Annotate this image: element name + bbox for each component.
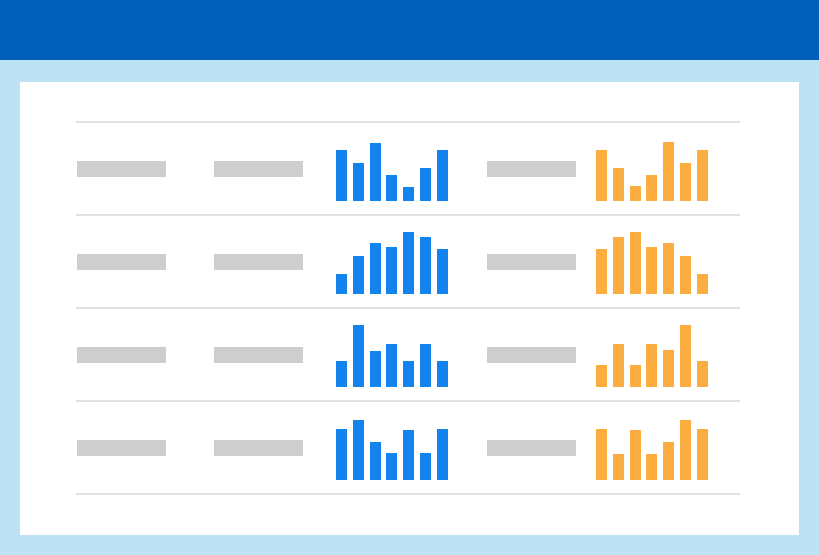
text-placeholder-3 — [487, 440, 576, 456]
text-placeholder-3 — [487, 254, 576, 270]
orange-sparkline — [596, 139, 714, 201]
table-row — [20, 400, 799, 493]
orange-sparkline-bar — [646, 247, 657, 294]
orange-sparkline-bar — [613, 454, 624, 480]
content-card — [20, 82, 799, 535]
orange-sparkline-bar — [646, 344, 657, 387]
orange-sparkline-bar — [613, 168, 624, 201]
blue-sparkline-bar — [420, 237, 431, 294]
blue-sparkline-bar — [437, 249, 448, 294]
row-divider — [76, 307, 740, 309]
orange-sparkline-bar — [680, 420, 691, 480]
orange-sparkline-bar — [630, 430, 641, 480]
text-placeholder-2 — [214, 254, 303, 270]
blue-sparkline-bar — [420, 344, 431, 387]
text-placeholder-2 — [214, 440, 303, 456]
blue-sparkline-bar — [353, 325, 364, 387]
orange-sparkline-bar — [697, 429, 708, 480]
blue-sparkline-bar — [370, 351, 381, 387]
orange-sparkline-bar — [697, 274, 708, 294]
orange-sparkline-bar — [663, 350, 674, 387]
row-divider — [76, 493, 740, 495]
orange-sparkline-bar — [680, 256, 691, 294]
blue-sparkline-bar — [386, 344, 397, 387]
blue-sparkline-bar — [370, 442, 381, 480]
orange-sparkline-bar — [663, 243, 674, 294]
orange-sparkline-bar — [630, 232, 641, 294]
blue-sparkline-bar — [370, 243, 381, 294]
orange-sparkline-bar — [697, 150, 708, 201]
blue-sparkline-bar — [353, 256, 364, 294]
blue-sparkline — [336, 418, 454, 480]
orange-sparkline-bar — [680, 163, 691, 201]
table-row — [20, 307, 799, 400]
text-placeholder-3 — [487, 347, 576, 363]
blue-sparkline-bar — [403, 430, 414, 480]
blue-sparkline-bar — [336, 274, 347, 294]
orange-sparkline-bar — [613, 344, 624, 387]
text-placeholder-3 — [487, 161, 576, 177]
blue-sparkline-bar — [353, 163, 364, 201]
row-divider — [76, 121, 740, 123]
orange-sparkline-bar — [613, 237, 624, 294]
orange-sparkline-bar — [596, 150, 607, 201]
blue-sparkline-bar — [386, 247, 397, 294]
text-placeholder-1 — [77, 347, 166, 363]
orange-sparkline-bar — [646, 175, 657, 201]
text-placeholder-1 — [77, 161, 166, 177]
blue-sparkline-bar — [336, 429, 347, 480]
blue-sparkline-bar — [403, 232, 414, 294]
blue-sparkline-bar — [353, 420, 364, 480]
text-placeholder-1 — [77, 254, 166, 270]
orange-sparkline-bar — [630, 186, 641, 201]
blue-sparkline-bar — [403, 361, 414, 387]
blue-sparkline — [336, 325, 454, 387]
orange-sparkline-bar — [663, 142, 674, 201]
blue-sparkline-bar — [437, 150, 448, 201]
orange-sparkline-bar — [596, 429, 607, 480]
orange-sparkline-bar — [680, 325, 691, 387]
orange-sparkline — [596, 325, 714, 387]
table-row — [20, 121, 799, 214]
row-divider — [76, 214, 740, 216]
orange-sparkline-bar — [630, 365, 641, 387]
table-row — [20, 214, 799, 307]
data-table — [20, 82, 799, 535]
blue-sparkline-bar — [420, 168, 431, 201]
orange-sparkline-bar — [663, 442, 674, 480]
orange-sparkline-bar — [697, 361, 708, 387]
orange-sparkline-bar — [646, 454, 657, 480]
blue-sparkline — [336, 232, 454, 294]
blue-sparkline-bar — [386, 175, 397, 201]
blue-sparkline-bar — [336, 361, 347, 387]
text-placeholder-2 — [214, 161, 303, 177]
blue-sparkline-bar — [403, 187, 414, 201]
orange-sparkline-bar — [596, 365, 607, 387]
blue-sparkline-bar — [437, 361, 448, 387]
blue-sparkline-bar — [420, 453, 431, 480]
text-placeholder-2 — [214, 347, 303, 363]
blue-sparkline-bar — [386, 453, 397, 480]
orange-sparkline-bar — [596, 249, 607, 294]
orange-sparkline — [596, 418, 714, 480]
blue-sparkline — [336, 139, 454, 201]
blue-sparkline-bar — [437, 429, 448, 480]
orange-sparkline — [596, 232, 714, 294]
blue-sparkline-bar — [370, 143, 381, 201]
header-bar — [0, 0, 819, 60]
text-placeholder-1 — [77, 440, 166, 456]
row-divider — [76, 400, 740, 402]
blue-sparkline-bar — [336, 150, 347, 201]
